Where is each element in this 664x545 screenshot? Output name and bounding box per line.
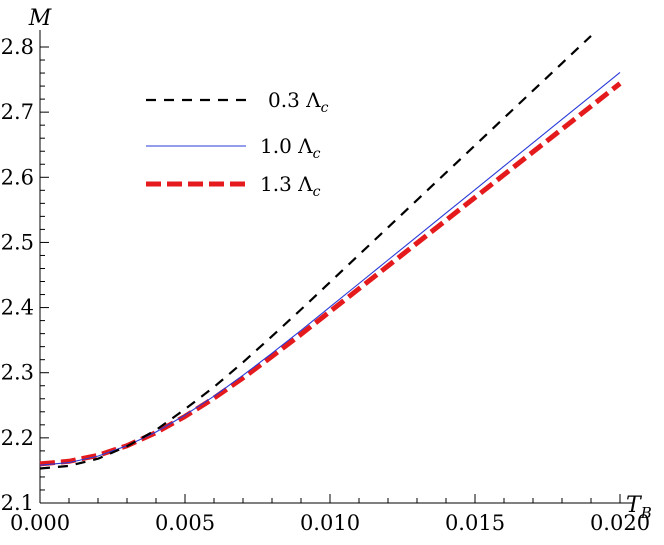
y-tick-label: 2.8 xyxy=(1,35,34,59)
y-tick-label: 2.5 xyxy=(1,230,34,254)
legend: 0.3 Λc1.0 Λc1.3 Λc xyxy=(146,88,329,200)
y-tick-label: 2.4 xyxy=(1,296,34,320)
y-tick-label: 2.6 xyxy=(1,165,34,189)
y-tick-label: 2.7 xyxy=(1,100,34,124)
series-line-0 xyxy=(39,35,592,470)
y-tick-label: 2.2 xyxy=(1,426,34,450)
x-tick-label: 0.010 xyxy=(300,511,360,535)
x-axis-title-subscript: B xyxy=(640,504,652,522)
legend-label-main: 1.3 Λ xyxy=(260,172,313,196)
axes: 0.000 0.005 0.010 0.015 0.020 2.1 2.2 2.3 2.4 2.5… xyxy=(1,6,652,535)
x-tick-label: 0.020 xyxy=(590,511,650,535)
legend-label-subscript: c xyxy=(313,184,321,200)
series-line-2 xyxy=(39,81,622,467)
x-tick-label: 0.000 xyxy=(10,511,70,535)
y-axis-title: M xyxy=(28,6,52,31)
x-tick-label: 0.005 xyxy=(155,511,215,535)
series-line-1 xyxy=(39,71,621,466)
y-tick-label: 2.3 xyxy=(1,361,34,385)
legend-label-1: 1.0 Λc xyxy=(260,134,321,162)
y-tick-label: 2.1 xyxy=(1,491,34,515)
x-axis-title: TB xyxy=(626,493,652,522)
legend-label-0: 0.3 Λc xyxy=(268,88,329,116)
legend-label-main: 1.0 Λ xyxy=(260,134,313,158)
legend-label-subscript: c xyxy=(313,146,321,162)
legend-label-2: 1.3 Λc xyxy=(260,172,321,200)
series-layer xyxy=(39,35,622,470)
legend-label-main: 0.3 Λ xyxy=(268,88,321,112)
x-axis-title-main: T xyxy=(626,493,643,518)
x-tick-label: 0.015 xyxy=(445,511,505,535)
legend-label-subscript: c xyxy=(321,100,329,116)
